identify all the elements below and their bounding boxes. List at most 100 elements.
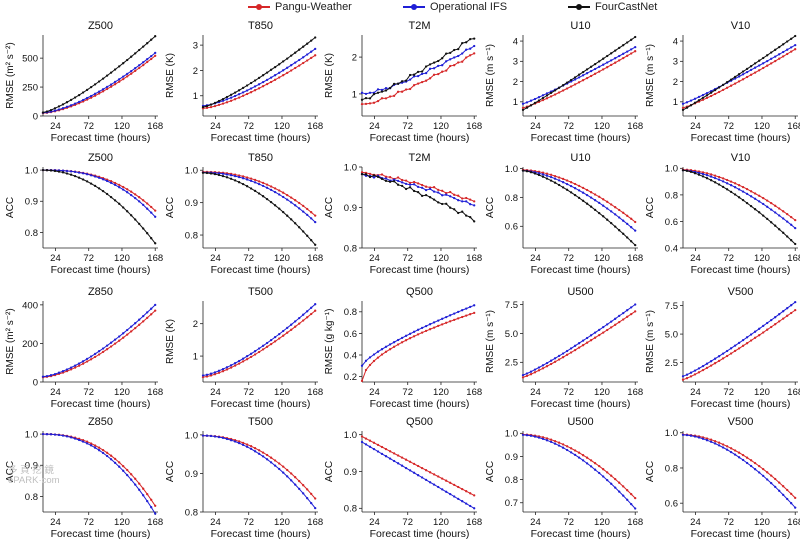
data-point (150, 205, 153, 209)
data-point (400, 178, 404, 182)
data-point (441, 57, 444, 60)
data-point (273, 74, 277, 77)
data-point (473, 220, 476, 223)
data-point (693, 101, 697, 104)
data-point (294, 222, 297, 225)
data-point (113, 83, 117, 86)
data-point (364, 443, 368, 446)
data-point (622, 318, 625, 321)
data-point (741, 453, 745, 457)
y-tick-label: 2 (193, 66, 198, 77)
data-point (725, 86, 729, 89)
data-point (634, 35, 637, 39)
data-point (581, 199, 585, 202)
data-point (217, 173, 221, 177)
data-point (437, 72, 440, 76)
y-tick-label: 1.0 (344, 430, 357, 441)
data-point (721, 446, 725, 449)
data-point (469, 203, 472, 206)
data-point (69, 98, 73, 102)
data-point (537, 366, 541, 369)
data-point (298, 48, 301, 51)
data-point (81, 362, 85, 365)
data-point (561, 186, 565, 189)
data-point (790, 304, 793, 307)
data-point (400, 90, 404, 93)
data-point (360, 91, 364, 94)
data-point (577, 81, 581, 84)
data-point (521, 433, 525, 437)
data-point (553, 89, 557, 92)
data-point (49, 433, 53, 436)
data-point (376, 356, 380, 359)
data-point (737, 188, 741, 191)
x-tick-label: 120 (433, 387, 449, 398)
data-point (81, 440, 85, 443)
data-point (432, 326, 436, 329)
data-point (310, 492, 313, 496)
data-point (420, 194, 424, 198)
data-point (745, 461, 749, 465)
data-point (360, 102, 364, 106)
data-point (449, 58, 452, 61)
chart-title: T850 (248, 152, 273, 164)
data-point (105, 454, 109, 458)
data-point (565, 353, 569, 356)
data-point (424, 185, 428, 188)
data-point (725, 81, 729, 84)
data-point (689, 434, 693, 437)
y-tick-label: 0.8 (344, 243, 357, 254)
data-point (65, 169, 69, 173)
data-point (360, 173, 364, 176)
data-point (569, 451, 573, 454)
data-point (368, 91, 372, 94)
data-point (634, 45, 637, 49)
x-axis-label: Forecast time (hours) (370, 528, 470, 539)
data-point (306, 59, 309, 62)
data-point (126, 191, 129, 194)
data-point (113, 80, 117, 84)
data-point (273, 459, 277, 462)
data-point (717, 183, 721, 186)
data-point (73, 174, 77, 178)
y-tick-label: 7.5 (665, 301, 678, 312)
data-point (105, 87, 109, 91)
x-tick-label: 120 (274, 121, 290, 132)
data-point (265, 197, 269, 201)
data-point (278, 76, 281, 79)
data-point (614, 486, 617, 489)
data-point (105, 451, 109, 454)
data-point (521, 106, 525, 110)
data-point (310, 56, 313, 60)
data-point (681, 169, 685, 172)
data-point (725, 182, 729, 185)
data-point (432, 61, 436, 64)
data-point (689, 371, 693, 374)
x-tick-label: 24 (210, 253, 221, 264)
data-point (233, 179, 237, 182)
data-point (630, 306, 633, 309)
x-tick-label: 168 (466, 253, 482, 264)
data-point (65, 369, 69, 373)
data-point (201, 375, 205, 379)
data-point (457, 497, 460, 501)
data-point (525, 374, 529, 378)
y-tick-label: 0.8 (505, 475, 518, 486)
data-point (614, 323, 617, 326)
data-point (424, 188, 428, 192)
data-point (626, 315, 629, 318)
data-point (122, 464, 125, 468)
data-point (368, 102, 372, 105)
data-point (217, 371, 221, 374)
data-point (469, 215, 472, 219)
data-point (310, 39, 313, 42)
data-point (404, 182, 408, 186)
data-point (384, 447, 388, 451)
data-point (420, 70, 424, 73)
data-point (249, 445, 253, 448)
data-point (762, 467, 765, 471)
data-point (376, 350, 380, 353)
data-point (122, 188, 125, 191)
